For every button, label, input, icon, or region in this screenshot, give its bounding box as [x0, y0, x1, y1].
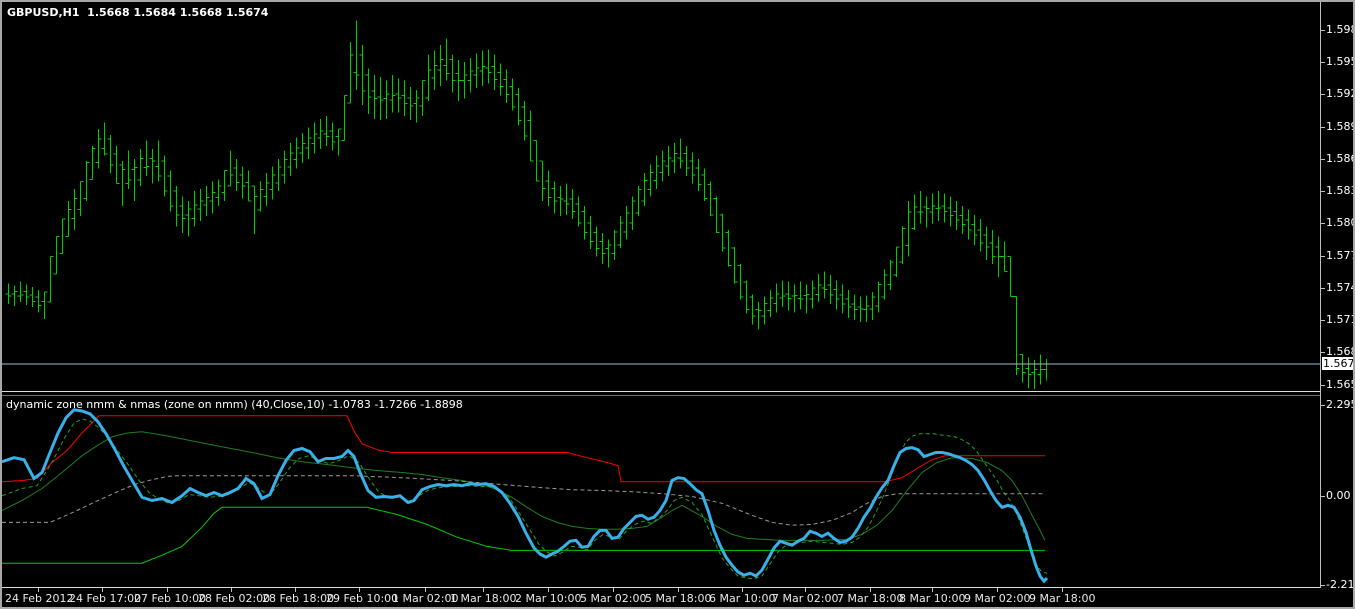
time-axis-tick — [231, 588, 232, 592]
indicator-axis-label: 2.2958 — [1326, 398, 1353, 411]
indicator-line-lower-zone — [2, 506, 1045, 564]
price-axis-label: 1.5835 — [1326, 184, 1353, 197]
indicator-bottom-border — [2, 587, 1321, 588]
price-axis-label: 1.5955 — [1326, 55, 1353, 68]
indicator-values: -1.0783 -1.7266 -1.8898 — [328, 398, 463, 411]
indicator-axis-label: 0.00 — [1326, 489, 1351, 502]
indicator-canvas — [2, 408, 1049, 584]
time-axis-tick — [295, 588, 296, 592]
indicator-line-nmm-main — [2, 408, 1049, 584]
price-axis-tick — [1321, 223, 1325, 224]
price-chart-area[interactable]: GBPUSD,H1 1.5668 1.5684 1.5668 1.5674 — [2, 2, 1321, 391]
time-axis-label: 29 Feb 10:00 — [326, 592, 399, 605]
indicator-axis-tick — [1321, 496, 1325, 497]
current-price-badge: 1.5674 — [1322, 357, 1353, 370]
indicator-label: dynamic zone nmm & nmas (zone on nmm) (4… — [6, 398, 463, 411]
time-axis-label: 6 Mar 10:00 — [709, 592, 776, 605]
price-axis-tick — [1321, 94, 1325, 95]
time-axis-tick — [548, 588, 549, 592]
indicator-axis-tick — [1321, 405, 1325, 406]
time-axis-tick — [742, 588, 743, 592]
time-axis-tick — [38, 588, 39, 592]
time-axis-label: 9 Mar 18:00 — [1029, 592, 1096, 605]
time-axis-label: 28 Feb 02:00 — [198, 592, 271, 605]
time-axis-label: 27 Feb 10:00 — [134, 592, 207, 605]
indicator-line-upper-zone — [2, 415, 1045, 483]
price-axis-tick — [1321, 30, 1325, 31]
chart-ohlc-readout: 1.5668 1.5684 1.5668 1.5674 — [87, 6, 269, 19]
time-axis-label: 7 Mar 02:00 — [772, 592, 839, 605]
price-axis-label: 1.5715 — [1326, 313, 1353, 326]
price-axis-label: 1.5805 — [1326, 216, 1353, 229]
time-axis-label: 24 Feb 2012 — [5, 592, 74, 605]
time-axis-label: 7 Mar 18:00 — [837, 592, 904, 605]
time-axis-label: 5 Mar 18:00 — [645, 592, 712, 605]
price-axis-tick — [1321, 191, 1325, 192]
indicator-line-zone-mid — [2, 475, 1045, 526]
price-axis[interactable]: 1.5985 1.5955 1.5925 1.5895 1.5865 1.5835 1.58… — [1321, 2, 1353, 607]
time-axis-tick — [805, 588, 806, 592]
time-axis-tick — [102, 588, 103, 592]
indicator-axis-tick — [1321, 585, 1325, 586]
price-axis-tick — [1321, 127, 1325, 128]
time-axis[interactable]: 24 Feb 2012 24 Feb 17:00 27 Feb 10:00 28 Fe… — [2, 588, 1321, 607]
time-axis-tick — [167, 588, 168, 592]
time-axis-label: 24 Feb 17:00 — [69, 592, 142, 605]
time-axis-tick — [613, 588, 614, 592]
price-axis-tick — [1321, 352, 1325, 353]
indicator-chart-area[interactable]: dynamic zone nmm & nmas (zone on nmm) (4… — [2, 396, 1321, 587]
price-axis-tick — [1321, 320, 1325, 321]
price-axis-tick — [1321, 385, 1325, 386]
time-axis-tick — [678, 588, 679, 592]
time-axis-label: 9 Mar 02:00 — [964, 592, 1031, 605]
price-axis-label: 1.5925 — [1326, 87, 1353, 100]
indicator-name: dynamic zone nmm & nmas (zone on nmm) (4… — [6, 398, 325, 411]
price-axis-label: 1.5895 — [1326, 120, 1353, 133]
indicator-panel-top-border — [2, 395, 1321, 396]
price-axis-border — [1320, 2, 1321, 588]
price-axis-label: 1.5865 — [1326, 152, 1353, 165]
price-axis-tick — [1321, 62, 1325, 63]
price-axis-tick — [1321, 159, 1325, 160]
time-axis-tick — [932, 588, 933, 592]
panel-divider-line — [2, 391, 1321, 392]
price-axis-label: 1.5685 — [1326, 345, 1353, 358]
indicator-axis-label: -2.21 — [1326, 578, 1355, 591]
time-axis-label: 1 Mar 02:00 — [392, 592, 459, 605]
chart-symbol-period: GBPUSD,H1 — [7, 6, 80, 19]
time-axis-tick — [997, 588, 998, 592]
price-axis-label: 1.5775 — [1326, 249, 1353, 262]
time-axis-tick — [483, 588, 484, 592]
time-axis-tick — [425, 588, 426, 592]
price-axis-tick — [1321, 288, 1325, 289]
time-axis-tick — [359, 588, 360, 592]
indicator-line-nmm-smoothed — [2, 418, 1048, 580]
chart-title: GBPUSD,H1 1.5668 1.5684 1.5668 1.5674 — [7, 6, 268, 19]
time-axis-tick — [1062, 588, 1063, 592]
time-axis-label: 28 Feb 18:00 — [262, 592, 335, 605]
time-axis-label: 1 Mar 18:00 — [450, 592, 517, 605]
time-axis-label: 2 Mar 10:00 — [515, 592, 582, 605]
price-axis-label: 1.5745 — [1326, 281, 1353, 294]
price-axis-label: 1.5655 — [1326, 378, 1353, 391]
time-axis-tick — [870, 588, 871, 592]
price-axis-tick — [1321, 256, 1325, 257]
indicator-line-nmas — [2, 431, 1046, 541]
time-axis-label: 5 Mar 02:00 — [580, 592, 647, 605]
price-bars — [5, 20, 1050, 389]
time-axis-label: 8 Mar 10:00 — [899, 592, 966, 605]
price-chart-canvas — [2, 20, 1321, 389]
price-axis-label: 1.5985 — [1326, 23, 1353, 36]
